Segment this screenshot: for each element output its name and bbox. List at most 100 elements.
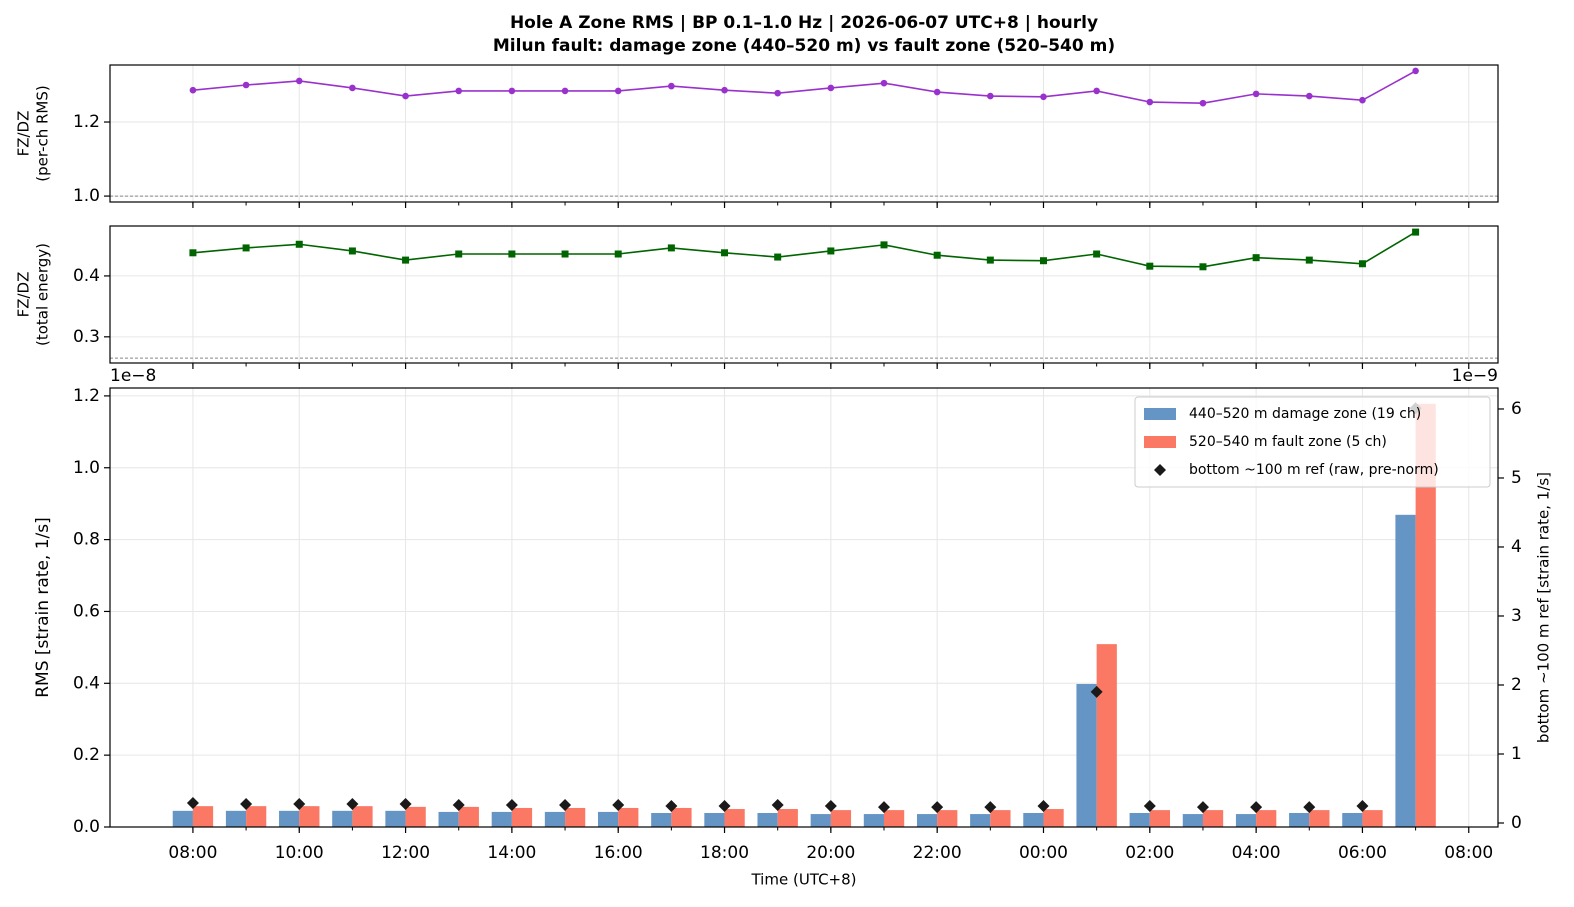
point bbox=[987, 92, 994, 100]
bar bbox=[1023, 812, 1044, 827]
point bbox=[880, 79, 888, 87]
point bbox=[665, 800, 678, 813]
bar bbox=[458, 806, 479, 827]
y2-tick-label: 6 bbox=[1511, 399, 1522, 419]
bar bbox=[916, 814, 938, 827]
bar bbox=[1395, 514, 1416, 827]
bar bbox=[937, 810, 958, 827]
point bbox=[931, 801, 944, 814]
point bbox=[1303, 801, 1316, 814]
x-axis-label: Time (UTC+8) bbox=[750, 871, 856, 889]
y-tick-label: 0.3 bbox=[73, 327, 100, 347]
y2-tick-label: 2 bbox=[1511, 675, 1522, 695]
x-tick-label: 00:00 bbox=[1019, 843, 1068, 863]
point bbox=[1305, 92, 1313, 100]
bar bbox=[385, 810, 406, 827]
legend-marker bbox=[1154, 464, 1166, 476]
point bbox=[1412, 228, 1420, 236]
point bbox=[614, 250, 622, 258]
bar bbox=[810, 814, 831, 827]
y2-tick-label: 4 bbox=[1511, 537, 1522, 557]
point bbox=[878, 801, 891, 814]
point bbox=[984, 801, 997, 814]
bar bbox=[1289, 812, 1310, 827]
x-tick-label: 08:00 bbox=[168, 843, 217, 863]
bar bbox=[671, 807, 692, 827]
x-tick-label: 14:00 bbox=[487, 843, 536, 863]
point bbox=[824, 800, 837, 813]
point bbox=[668, 82, 675, 90]
axes-frame bbox=[109, 64, 1499, 203]
bar bbox=[172, 810, 193, 827]
point bbox=[771, 799, 784, 812]
bar bbox=[651, 812, 672, 827]
legend-label: 440–520 m damage zone (19 ch) bbox=[1189, 406, 1421, 422]
x-tick-label: 22:00 bbox=[913, 843, 962, 863]
y2-tick-label: 1 bbox=[1511, 744, 1522, 764]
axes-frame bbox=[109, 225, 1499, 364]
point bbox=[1356, 800, 1369, 813]
x-tick-label: 10:00 bbox=[275, 843, 324, 863]
legend: 440–520 m damage zone (19 ch) 520–540 m f… bbox=[1134, 396, 1491, 488]
point bbox=[505, 799, 518, 812]
bar bbox=[511, 807, 533, 827]
y-tick-label: 0.4 bbox=[73, 673, 100, 693]
bar bbox=[299, 806, 320, 827]
y-offset-label: 1e−8 bbox=[110, 366, 156, 386]
bar bbox=[990, 810, 1011, 827]
y-tick-label: 0.6 bbox=[73, 601, 100, 621]
point bbox=[1146, 98, 1154, 106]
y2-axis-label: bottom ~100 m ref [strain rate, 1/s] bbox=[1535, 472, 1553, 743]
point bbox=[1143, 800, 1156, 813]
point bbox=[721, 86, 728, 94]
x-tick-label: 20:00 bbox=[806, 843, 855, 863]
point bbox=[508, 87, 516, 95]
bar bbox=[1149, 810, 1171, 827]
bar bbox=[1096, 644, 1117, 827]
bar bbox=[618, 807, 639, 827]
point bbox=[1199, 99, 1207, 107]
point bbox=[1359, 96, 1366, 104]
point bbox=[827, 247, 835, 255]
point bbox=[933, 251, 941, 259]
x-tick-label: 16:00 bbox=[594, 843, 643, 863]
point bbox=[1199, 263, 1207, 271]
bar bbox=[884, 810, 905, 827]
point bbox=[402, 256, 410, 264]
y-tick-label: 0.4 bbox=[73, 266, 100, 286]
x-tick-label: 18:00 bbox=[700, 843, 749, 863]
bar bbox=[332, 810, 353, 827]
y2-tick-label: 0 bbox=[1511, 813, 1522, 833]
bar bbox=[970, 814, 991, 827]
bar bbox=[1309, 810, 1330, 827]
bar bbox=[246, 806, 267, 827]
series-line bbox=[192, 231, 1417, 268]
point bbox=[1090, 685, 1103, 698]
point bbox=[933, 88, 941, 96]
y-axis-label: (total energy) bbox=[34, 243, 52, 346]
point bbox=[348, 247, 356, 255]
x-tick-label: 06:00 bbox=[1338, 843, 1387, 863]
y-axis-label: FZ/DZ bbox=[15, 111, 33, 157]
bar bbox=[830, 810, 852, 827]
point bbox=[1412, 67, 1419, 75]
point bbox=[614, 87, 622, 95]
y2-offset-label: 1e−9 bbox=[1452, 366, 1498, 386]
point bbox=[1250, 801, 1263, 814]
bar bbox=[225, 810, 247, 827]
y-tick-label: 1.2 bbox=[73, 386, 100, 406]
y-tick-label: 0.2 bbox=[73, 745, 100, 765]
y-tick-label: 0.8 bbox=[73, 530, 100, 550]
bar bbox=[192, 806, 214, 827]
point bbox=[559, 799, 572, 812]
y2-tick-label: 3 bbox=[1511, 606, 1522, 626]
point bbox=[452, 799, 465, 812]
y-axis-label: (per-ch RMS) bbox=[34, 85, 52, 181]
y-axis-label: FZ/DZ bbox=[15, 272, 33, 318]
point bbox=[508, 250, 516, 258]
point bbox=[240, 798, 253, 811]
point bbox=[189, 86, 197, 94]
point bbox=[827, 84, 835, 92]
point bbox=[349, 84, 356, 92]
bar bbox=[1182, 814, 1203, 827]
